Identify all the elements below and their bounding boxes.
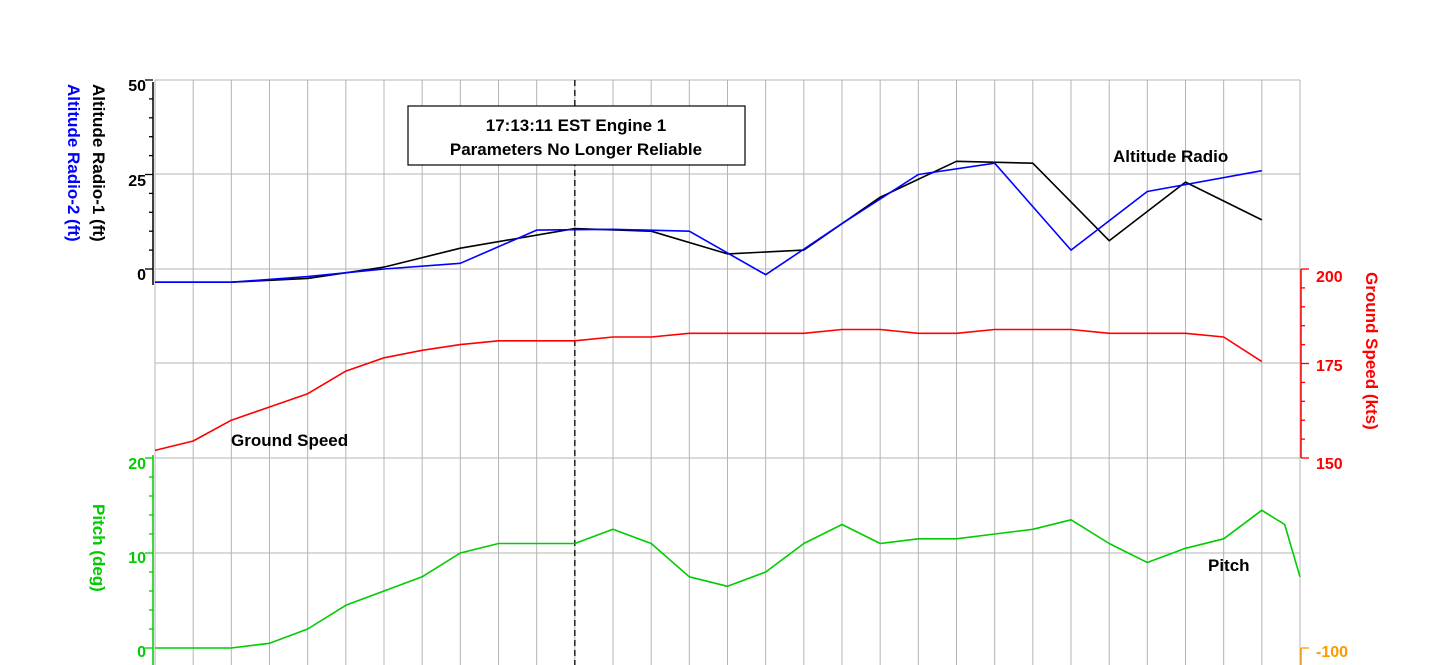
ground-speed-tick-200: 200 — [1316, 269, 1343, 286]
altitude-tick-0: 0 — [137, 267, 146, 284]
event-annotation-line-1: 17:13:11 EST Engine 1 — [486, 116, 666, 135]
altitude-radio-1-axis-title: Altitude Radio-1 (ft) — [89, 84, 108, 242]
altitude-tick-50: 50 — [128, 78, 146, 95]
pitch-series-line — [155, 509, 1301, 649]
extra-right-tick-minus100: -100 — [1316, 644, 1348, 661]
event-annotation-line-2: Parameters No Longer Reliable — [450, 140, 702, 159]
axis-ticks — [145, 79, 1309, 649]
pitch-tick-20: 20 — [128, 456, 146, 473]
ground-speed-tick-150: 150 — [1316, 456, 1343, 473]
ground-speed-series-line — [154, 328, 1263, 452]
pitch-series-label: Pitch — [1208, 556, 1250, 575]
ground-speed-series-label: Ground Speed — [231, 431, 348, 450]
altitude-radio-1-series-line — [155, 160, 1263, 283]
pitch-tick-0: 0 — [137, 644, 146, 661]
altitude-radio-2-series-line — [155, 162, 1262, 283]
event-annotation-box — [407, 105, 746, 166]
ground-speed-tick-175: 175 — [1316, 358, 1343, 375]
altitude-radio-2-axis-title: Altitude Radio-2 (ft) — [64, 84, 83, 242]
altitude-tick-25: 25 — [128, 173, 146, 190]
series — [154, 160, 1301, 649]
pitch-tick-10: 10 — [128, 550, 146, 567]
ground-speed-axis-title: Ground Speed (kts) — [1362, 272, 1381, 430]
pitch-axis-title: Pitch (deg) — [89, 504, 108, 592]
altitude-radio-series-label: Altitude Radio — [1113, 147, 1228, 166]
grid — [154, 79, 1301, 665]
